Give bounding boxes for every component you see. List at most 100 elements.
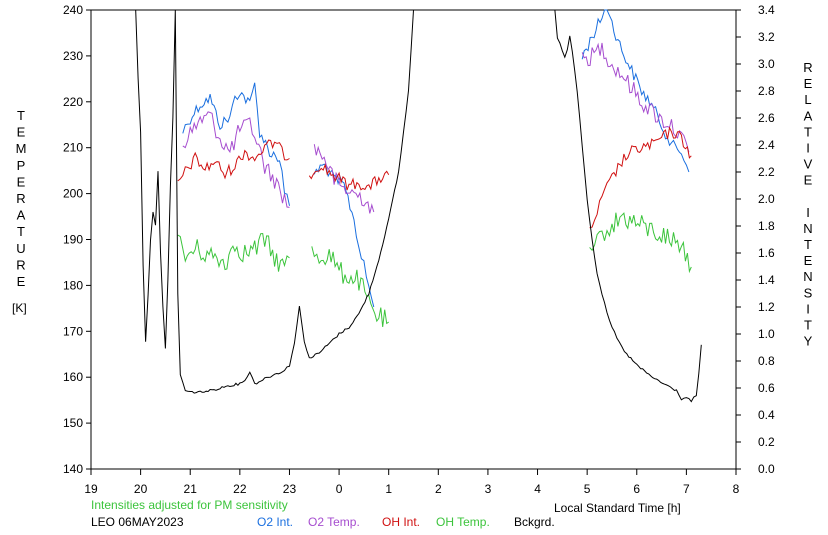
right-tick-label: 3.2 (758, 30, 775, 44)
x-tick-label: 1 (385, 482, 392, 496)
legend-entry: O2 Temp. (308, 515, 360, 529)
right-label-letter: I (806, 301, 810, 316)
x-tick-label: 2 (435, 482, 442, 496)
right-tick-label: 0.8 (758, 354, 775, 368)
x-axis-ticks: 19 20 21 22 23 0 1 2 3 4 5 6 7 8 (84, 469, 740, 496)
right-label-letter: N (803, 221, 812, 236)
right-tick-label: 1.2 (758, 300, 775, 314)
right-label-letter: L (804, 92, 811, 107)
right-label-letter: T (804, 318, 812, 333)
series-line-oh-int (589, 126, 692, 229)
legend-entry: OH Temp. (436, 515, 490, 529)
right-label-letter: E (804, 253, 813, 268)
x-tick-label: 23 (283, 482, 297, 496)
x-axis-label: Local Standard Time [h] (554, 501, 681, 515)
right-label-letter: I (806, 141, 810, 156)
left-tick-label: 160 (63, 370, 83, 384)
left-label-letter: A (17, 208, 26, 223)
left-tick-label: 240 (63, 3, 83, 17)
right-tick-label: 0.2 (758, 435, 775, 449)
left-label-letter: M (16, 141, 27, 156)
legend-entry: Bckgrd. (514, 515, 555, 529)
x-tick-label: 8 (733, 482, 740, 496)
left-tick-label: 150 (63, 416, 83, 430)
left-tick-label: 210 (63, 141, 83, 155)
left-label-letter: U (16, 241, 25, 256)
right-tick-label: 2.8 (758, 84, 775, 98)
x-tick-label: 0 (336, 482, 343, 496)
left-label-letter: E (17, 174, 26, 189)
right-tick-label: 0.4 (758, 408, 775, 422)
legend-entry: OH Int. (382, 515, 420, 529)
series-line-oh-temp (589, 212, 692, 274)
series-line-o2-int (581, 9, 690, 173)
right-label-letter: T (804, 124, 812, 139)
x-tick-label: 4 (534, 482, 541, 496)
legend: O2 Int. O2 Temp. OH Int. OH Temp. Bckgrd. (257, 515, 555, 529)
x-tick-label: 19 (84, 482, 98, 496)
series-line-o2-temp (182, 111, 290, 208)
right-label-letter: V (804, 157, 813, 172)
x-tick-label: 20 (134, 482, 148, 496)
x-tick-label: 5 (584, 482, 591, 496)
right-label-letter: R (803, 60, 812, 75)
right-tick-label: 0.6 (758, 381, 775, 395)
right-tick-label: 2.2 (758, 165, 775, 179)
series-line-oh-int (308, 163, 390, 191)
series-line-o2-int (182, 82, 290, 206)
right-tick-label: 1.6 (758, 246, 775, 260)
left-axis-unit: [K] (12, 301, 27, 315)
left-label-letter: T (17, 224, 25, 239)
right-label-letter: T (804, 237, 812, 252)
x-tick-label: 22 (233, 482, 247, 496)
series-line-o2-temp (313, 144, 375, 214)
left-label-letter: E (17, 274, 26, 289)
right-tick-label: 2.6 (758, 111, 775, 125)
right-axis-ticks: 0.0 0.2 0.4 0.6 0.8 1.0 1.2 1.4 1.6 1.8 2.0 2.2 2.4 2… (736, 3, 775, 476)
plot-frame (90, 9, 737, 470)
series-line-oh-temp (177, 232, 290, 272)
right-label-letter: A (804, 108, 813, 123)
left-tick-label: 140 (63, 462, 83, 476)
series-line-bckgrd (135, 9, 414, 394)
x-tick-label: 21 (184, 482, 198, 496)
series-line-o2-int (313, 163, 375, 308)
left-label-letter: T (17, 108, 25, 123)
left-label-letter: R (16, 257, 25, 272)
x-tick-label: 6 (633, 482, 640, 496)
left-label-letter: E (17, 125, 26, 140)
sensitivity-note: Intensities adjusted for PM sensitivity (91, 498, 288, 512)
right-label-letter: N (803, 269, 812, 284)
series-line-bckgrd (554, 10, 702, 403)
left-tick-label: 200 (63, 187, 83, 201)
right-tick-label: 2.4 (758, 138, 775, 152)
right-tick-label: 1.8 (758, 219, 775, 233)
right-tick-label: 2.0 (758, 192, 775, 206)
x-tick-label: 7 (683, 482, 690, 496)
right-label-letter: S (804, 285, 813, 300)
right-label-letter: I (806, 205, 810, 220)
left-tick-label: 230 (63, 49, 83, 63)
series-lines (135, 9, 702, 403)
right-tick-label: 3.0 (758, 57, 775, 71)
right-label-letter: Y (804, 334, 813, 349)
legend-entry: O2 Int. (257, 515, 293, 529)
left-label-letter: P (17, 158, 26, 173)
left-tick-label: 190 (63, 233, 83, 247)
left-axis-ticks: 140 150 160 170 180 190 200 210 220 230 240 (63, 3, 91, 476)
series-line-oh-int (177, 139, 290, 182)
right-tick-label: 1.0 (758, 327, 775, 341)
right-label-letter: E (804, 173, 813, 188)
right-tick-label: 0.0 (758, 462, 775, 476)
x-tick-label: 3 (485, 482, 492, 496)
left-tick-label: 180 (63, 278, 83, 292)
right-tick-label: 1.4 (758, 273, 775, 287)
station-date: LEO 06MAY2023 (91, 515, 184, 529)
right-tick-label: 3.4 (758, 3, 775, 17)
left-label-letter: R (16, 191, 25, 206)
series-line-oh-temp (311, 246, 389, 327)
series-line-o2-temp (581, 42, 690, 153)
